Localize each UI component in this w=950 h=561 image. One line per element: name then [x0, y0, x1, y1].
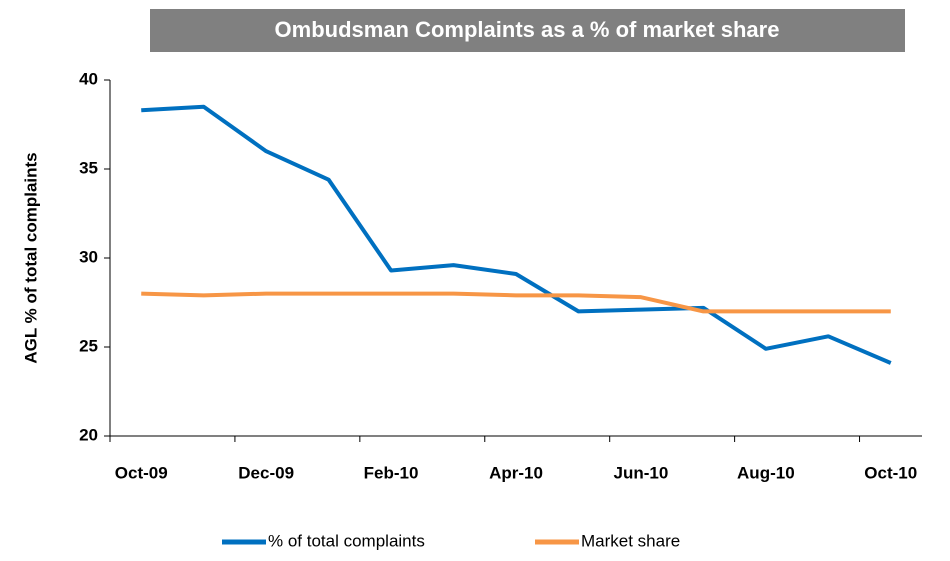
legend-label: % of total complaints [268, 531, 425, 550]
y-tick-label: 20 [79, 425, 98, 444]
x-tick-label: Oct-10 [864, 463, 917, 482]
x-tick-label: Dec-09 [238, 463, 294, 482]
series-line [141, 291, 891, 314]
series-line [141, 104, 892, 365]
y-tick-label: 25 [79, 336, 98, 355]
title-box [150, 9, 905, 52]
x-tick-label: Feb-10 [364, 463, 419, 482]
x-tick-label: Jun-10 [614, 463, 669, 482]
x-tick-label: Apr-10 [489, 463, 543, 482]
y-axis-label: AGL % of total complaints [21, 152, 40, 363]
y-tick-label: 35 [79, 158, 98, 177]
y-tick-label: 40 [79, 69, 98, 88]
chart-title: Ombudsman Complaints as a % of market sh… [275, 17, 780, 42]
x-tick-label: Oct-09 [115, 463, 168, 482]
x-tick-label: Aug-10 [737, 463, 795, 482]
legend-label: Market share [581, 531, 680, 550]
y-tick-label: 30 [79, 247, 98, 266]
